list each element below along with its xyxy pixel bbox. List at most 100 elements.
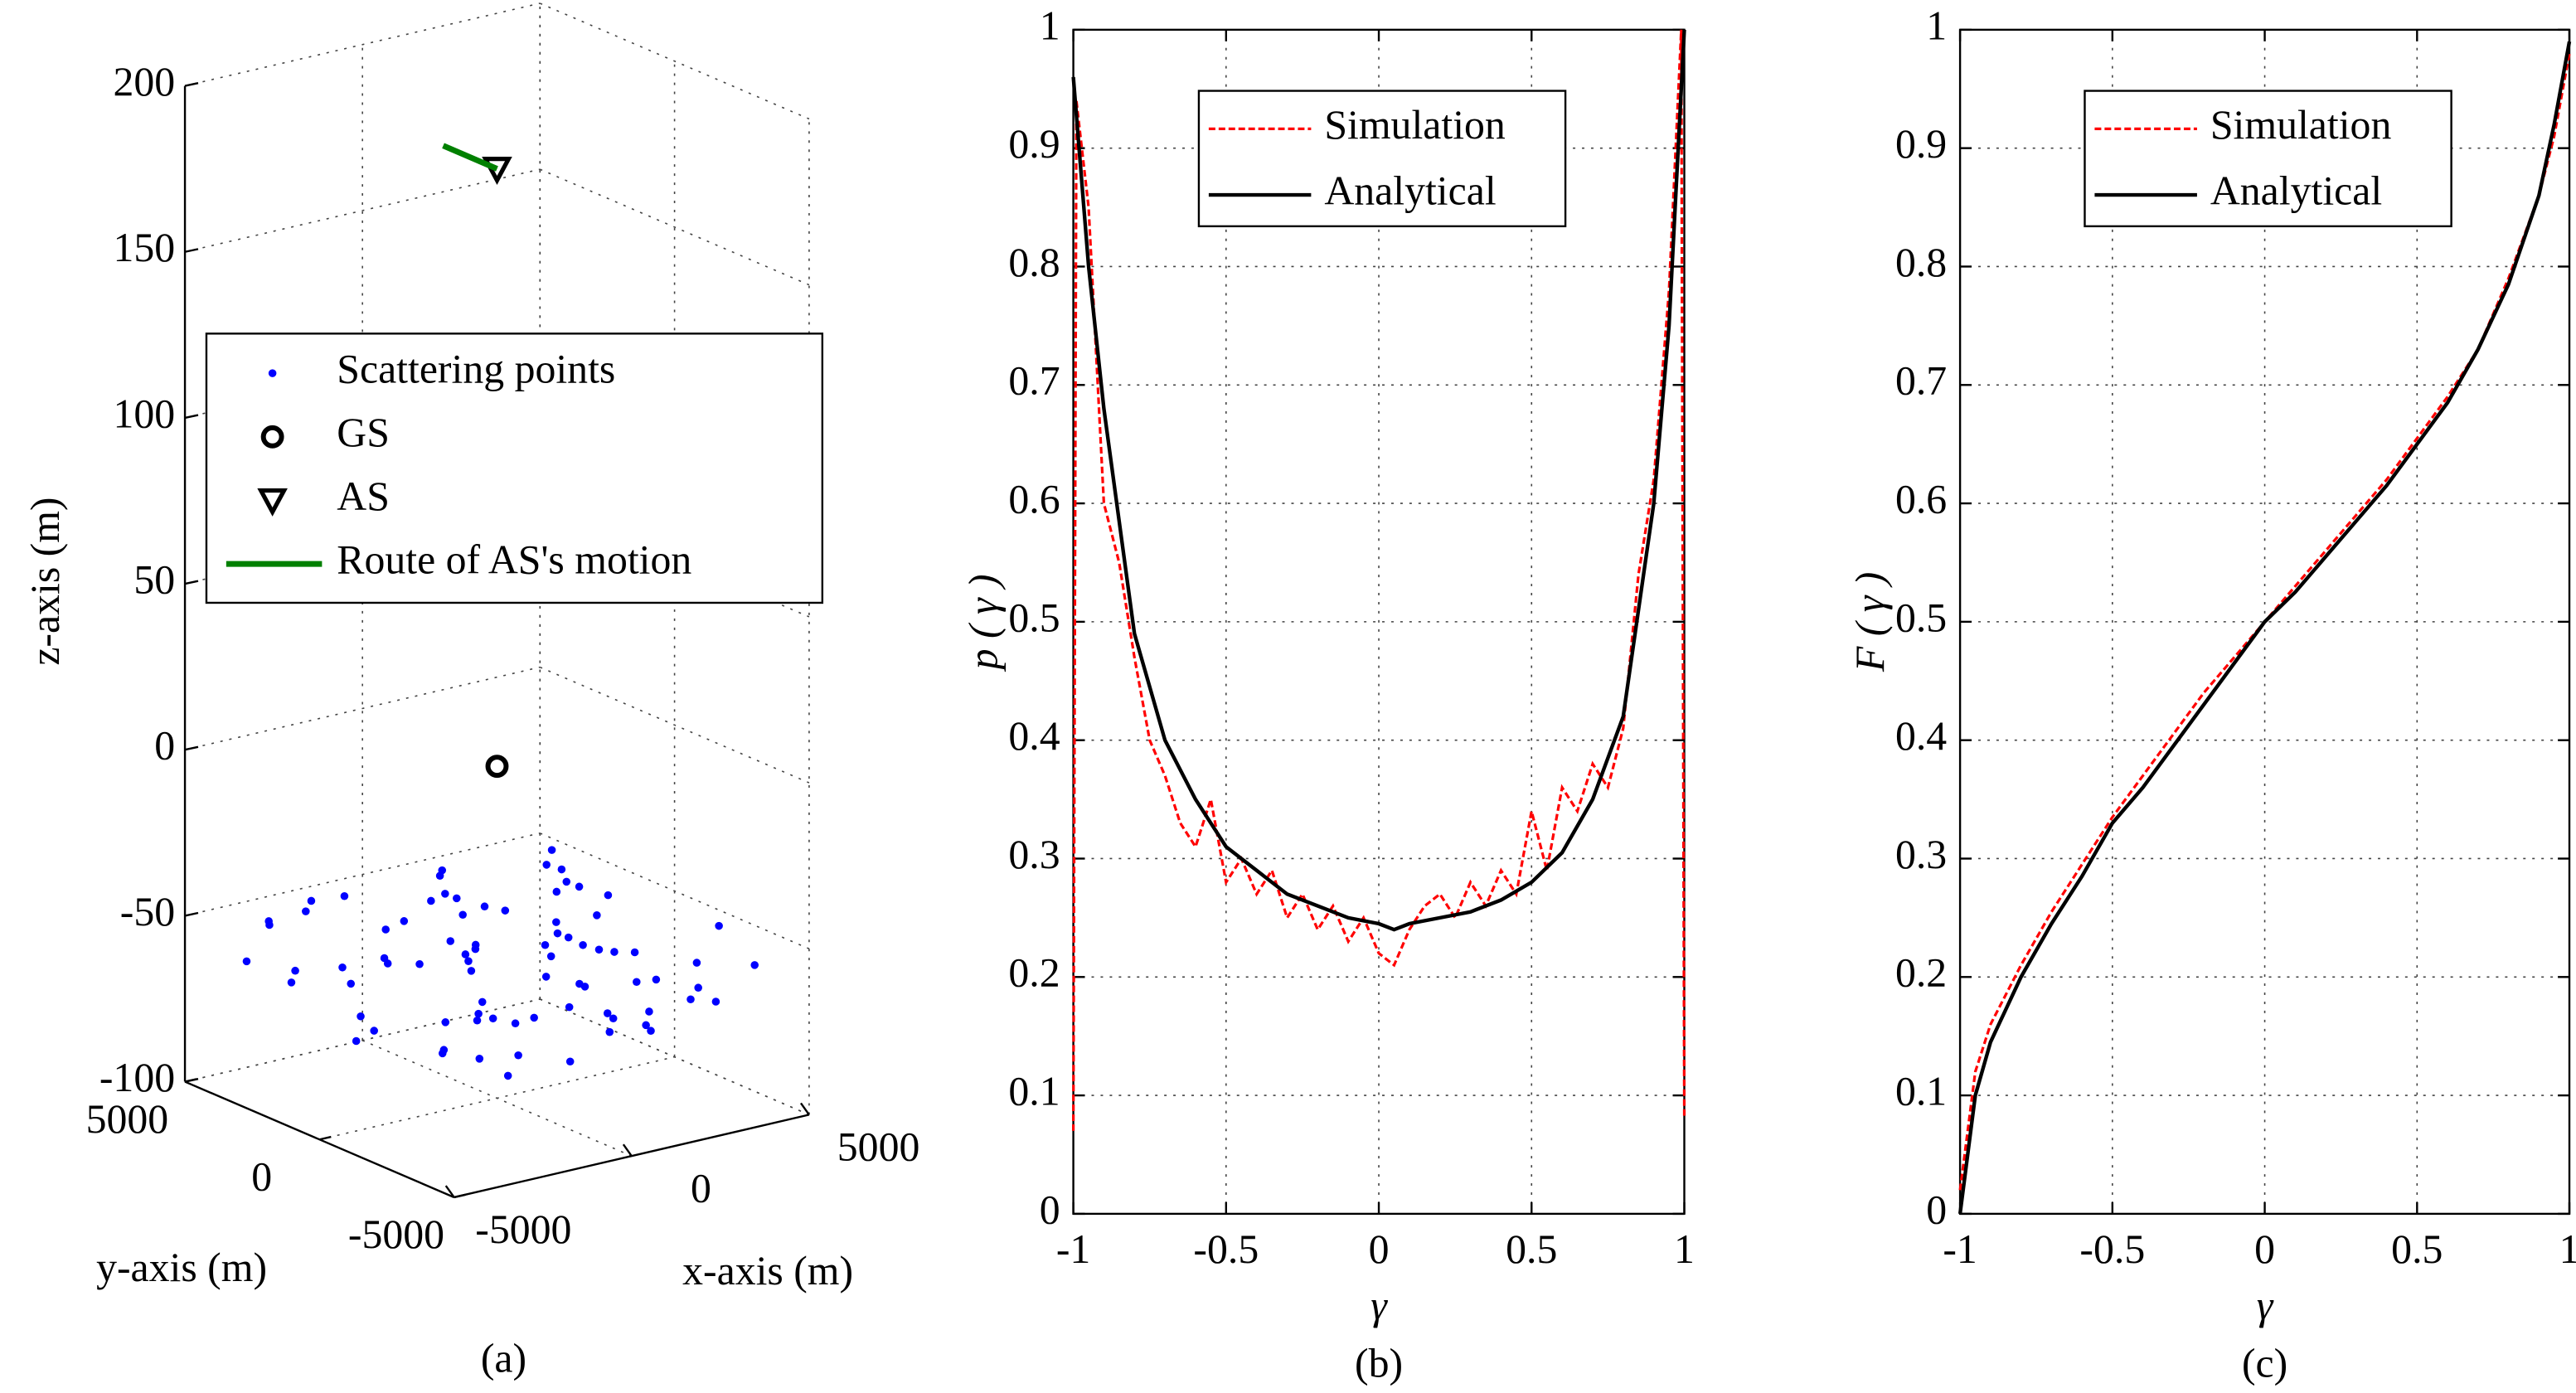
y-tick-label: 0 — [1926, 1187, 1947, 1232]
scatter-point — [630, 948, 639, 957]
z-tick-label: -100 — [99, 1055, 175, 1100]
x-tick-label: 0.5 — [1506, 1226, 1557, 1272]
scatter-point — [692, 959, 701, 967]
x-tick — [444, 1185, 455, 1198]
scatter-point — [503, 1071, 512, 1080]
z-tick — [184, 248, 199, 253]
legend-label: GS — [337, 410, 390, 455]
scatter-point — [415, 959, 424, 968]
y-tick-label: 0.8 — [1895, 240, 1947, 285]
z-tick — [184, 414, 199, 420]
grid-line — [184, 998, 541, 1083]
scatter-point — [553, 929, 562, 938]
legend-marker — [268, 369, 277, 377]
scatter-point — [565, 1002, 574, 1012]
legend-label: Simulation — [2210, 102, 2392, 148]
scatter-point — [605, 1027, 614, 1036]
series-line — [1071, 29, 1686, 932]
caption: (c) — [2242, 1341, 2287, 1386]
scatter-point — [467, 967, 476, 975]
y-tick-label: 0.3 — [1008, 832, 1060, 877]
x-tick-label: -1 — [1943, 1226, 1977, 1272]
scatter-point — [446, 937, 455, 945]
scatter-point — [647, 1027, 655, 1035]
y-tick — [184, 1078, 197, 1083]
y-tick-label: 0.5 — [1008, 595, 1060, 640]
z-tick — [184, 580, 199, 585]
scatter-point — [242, 957, 251, 966]
grid-line — [184, 2, 541, 87]
scatter-point — [464, 957, 473, 965]
z-tick — [184, 82, 199, 87]
plot-frame — [1958, 28, 2571, 1216]
x-tick-label: 5000 — [837, 1124, 920, 1170]
y-tick — [319, 1135, 332, 1141]
y-axis-label: y-axis (m) — [96, 1245, 267, 1290]
y-tick-label: 0.2 — [1008, 950, 1060, 996]
scatter-point — [488, 1014, 497, 1023]
grid-line — [319, 1056, 675, 1141]
scatter-point — [514, 1051, 522, 1060]
grid-line — [184, 168, 541, 253]
y-tick-label: 0.6 — [1895, 476, 1947, 522]
y-tick-label: -5000 — [348, 1211, 444, 1257]
z-tick-label: 100 — [113, 391, 175, 436]
z-tick-label: 200 — [113, 59, 175, 104]
scatter-point — [352, 1036, 361, 1046]
scatter-point — [287, 978, 296, 987]
z-tick-label: -50 — [120, 889, 175, 934]
y-tick-label: 0 — [1040, 1187, 1060, 1232]
scatter-point — [265, 920, 274, 929]
y-tick — [454, 1193, 466, 1199]
scatter-point — [461, 950, 470, 959]
x-tick — [622, 1143, 633, 1157]
legend-label: Analytical — [1324, 167, 1496, 213]
scatter-point — [542, 861, 551, 869]
y-tick-label: 0.7 — [1008, 358, 1060, 404]
scatter-point — [633, 978, 641, 987]
scatter-point — [711, 997, 720, 1006]
x-tick-label: -0.5 — [1193, 1226, 1259, 1272]
grid-line — [184, 666, 541, 751]
scatter-point — [480, 902, 489, 910]
legend-box — [2084, 90, 2452, 228]
scatter-point — [381, 925, 390, 934]
scatter-point — [427, 896, 435, 905]
scatter-point — [580, 983, 589, 991]
scatter-point — [458, 910, 467, 920]
y-tick-label: 1 — [1926, 2, 1947, 48]
scatter-point — [564, 933, 573, 942]
scatter-point — [357, 1012, 365, 1021]
scatter-point — [453, 894, 461, 903]
x-tick-label: -1 — [1056, 1226, 1090, 1272]
scatter-point — [338, 963, 347, 972]
scatter-point — [340, 891, 349, 900]
x-tick — [799, 1102, 810, 1116]
scatter-point — [547, 846, 556, 854]
scatter-point — [715, 921, 723, 930]
y-axis-label: F ( γ ) — [1847, 572, 1893, 673]
scatter-point — [750, 961, 759, 969]
x-axis-label: γ — [1370, 1283, 1388, 1328]
x-axis-label: x-axis (m) — [682, 1248, 853, 1294]
scatter-point — [530, 1013, 538, 1022]
scatter-point — [593, 911, 601, 920]
route-line — [442, 143, 498, 172]
grid-line — [539, 2, 810, 120]
y-tick-label: 0.1 — [1008, 1069, 1060, 1114]
series-line — [1957, 41, 2572, 1215]
y-tick-label: 0.8 — [1008, 240, 1060, 285]
scatter-point — [439, 1046, 449, 1054]
scatter-point — [302, 907, 310, 915]
scatter-point — [541, 940, 550, 949]
z-axis-label: z-axis (m) — [22, 497, 68, 665]
y-tick-label: 0.9 — [1895, 121, 1947, 167]
legend-label: Scattering points — [337, 347, 615, 392]
legend-label: Analytical — [2210, 167, 2382, 213]
legend-label: Simulation — [1324, 102, 1506, 148]
legend-marker — [260, 425, 284, 449]
scatter-point — [291, 966, 299, 975]
scatter-point — [642, 1021, 650, 1030]
x-tick-label: 0.5 — [2391, 1226, 2443, 1272]
